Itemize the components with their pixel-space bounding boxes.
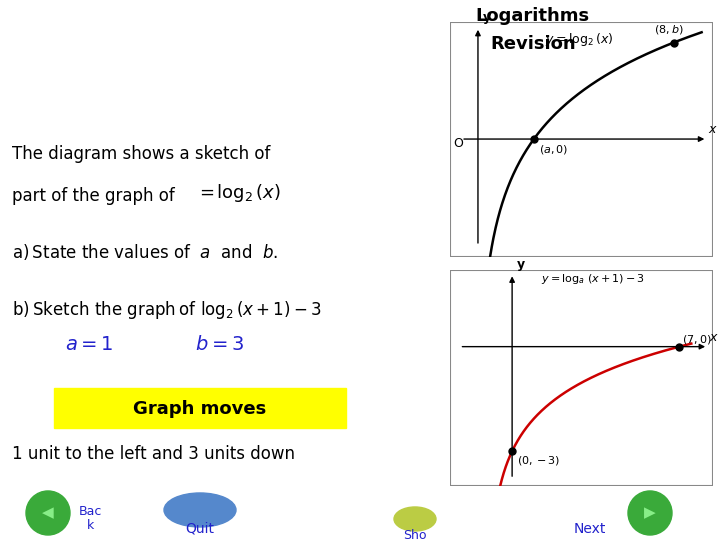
Text: k: k (86, 519, 94, 532)
Text: Quit: Quit (186, 522, 215, 536)
Text: b) Sketch the graph of $\log_2(x+1)-3$: b) Sketch the graph of $\log_2(x+1)-3$ (12, 299, 322, 321)
Ellipse shape (164, 493, 236, 527)
Text: $(8, b)$: $(8, b)$ (654, 23, 684, 37)
Text: Logarithms: Logarithms (476, 7, 590, 25)
Circle shape (26, 491, 70, 535)
Text: Revision: Revision (490, 35, 575, 53)
Text: $x$: $x$ (709, 331, 719, 344)
Text: a) State the values of  $a$  and  $b$.: a) State the values of $a$ and $b$. (12, 242, 279, 262)
Text: 1 unit to the left and 3 units down: 1 unit to the left and 3 units down (12, 445, 295, 463)
Text: The diagram shows a sketch of: The diagram shows a sketch of (12, 145, 271, 163)
Text: $a = 1$: $a = 1$ (65, 335, 114, 354)
Text: ◀: ◀ (42, 505, 54, 521)
Text: $(0, -3)$: $(0, -3)$ (517, 454, 560, 467)
Text: Sho: Sho (403, 529, 427, 540)
Bar (450, 22, 713, 256)
Ellipse shape (394, 507, 436, 531)
Text: Next: Next (574, 522, 606, 536)
Bar (450, 270, 713, 486)
Text: Bac: Bac (78, 505, 102, 518)
Text: $(7, 0)$: $(7, 0)$ (682, 333, 711, 346)
Text: $\mathbf{y}$: $\mathbf{y}$ (516, 259, 526, 273)
Text: ▶: ▶ (644, 505, 656, 521)
Text: $b = 3$: $b = 3$ (195, 335, 244, 354)
FancyBboxPatch shape (54, 388, 346, 428)
Text: O: O (453, 137, 463, 150)
Text: $y = \log_2(x)$: $y = \log_2(x)$ (545, 31, 613, 48)
Text: $\mathbf{y}$: $\mathbf{y}$ (482, 12, 492, 26)
Text: part of the graph of: part of the graph of (12, 187, 175, 205)
Text: $x$: $x$ (708, 123, 718, 137)
Text: $\!\!=\log_2(x)$: $\!\!=\log_2(x)$ (200, 182, 281, 204)
Text: $(a, 0)$: $(a, 0)$ (539, 143, 569, 156)
Text: Graph moves: Graph moves (133, 400, 266, 418)
Text: $y = \log_a\,(x+1)-3$: $y = \log_a\,(x+1)-3$ (541, 272, 645, 286)
Circle shape (628, 491, 672, 535)
